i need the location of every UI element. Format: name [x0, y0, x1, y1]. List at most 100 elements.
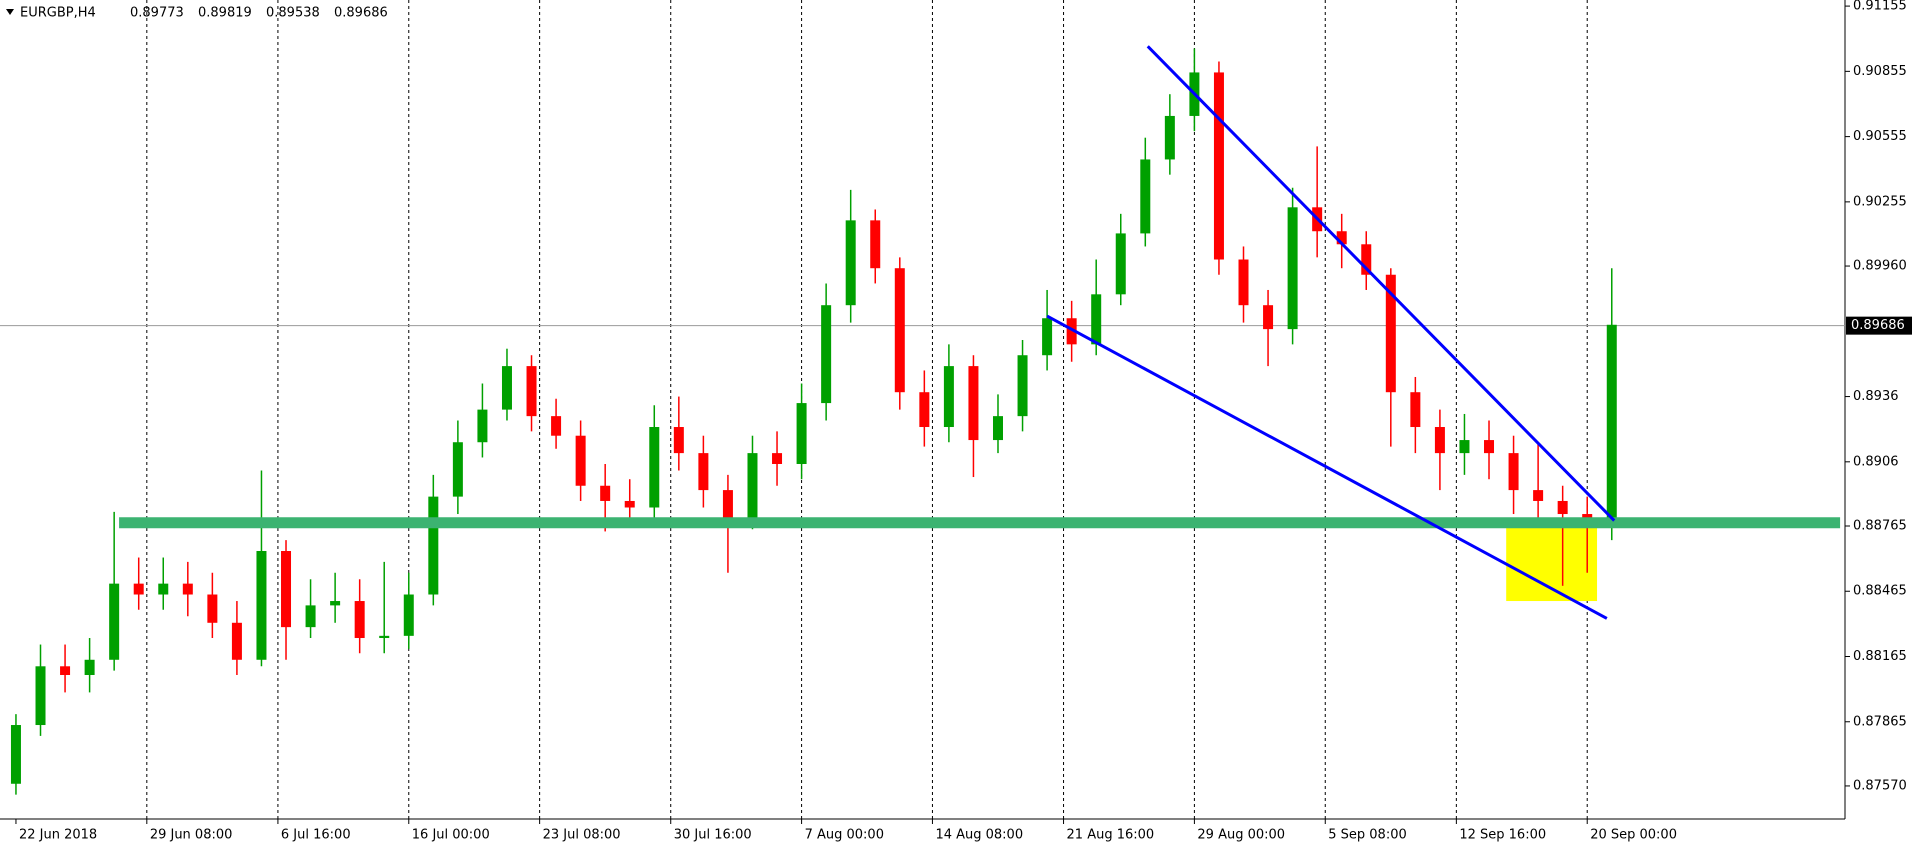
candle-body	[526, 366, 537, 417]
candle-body	[1434, 427, 1445, 454]
x-tick-label: 12 Sep 16:00	[1459, 828, 1546, 843]
candle-body	[1263, 305, 1274, 330]
candle-body	[919, 392, 930, 428]
candle-body	[1164, 115, 1175, 160]
candle-body	[1533, 490, 1544, 501]
candle-body	[1238, 259, 1249, 306]
candle-body	[551, 416, 562, 436]
candle-body	[992, 416, 1003, 441]
quote-value: 0.89819	[198, 6, 252, 21]
candle-body	[1017, 355, 1028, 417]
x-tick-label: 29 Aug 00:00	[1197, 828, 1285, 843]
candle-body	[649, 427, 660, 508]
x-tick-label: 22 Jun 2018	[19, 828, 97, 843]
candle-body	[1336, 231, 1347, 245]
x-tick-label: 6 Jul 16:00	[281, 828, 351, 843]
candle-body	[256, 551, 267, 660]
candle-body	[722, 490, 733, 519]
candle-body	[35, 666, 46, 726]
candle-body	[428, 496, 439, 595]
candle-body	[109, 583, 120, 660]
y-tick-label: 0.88765	[1853, 518, 1907, 533]
candle-body	[1091, 294, 1102, 345]
candle-body	[133, 583, 144, 595]
x-tick-label: 16 Jul 00:00	[412, 828, 490, 843]
candle-body	[772, 453, 783, 464]
candle-body	[1385, 274, 1396, 393]
candle-body	[747, 453, 758, 519]
last-price-box	[1846, 316, 1912, 335]
candle-body	[1066, 318, 1077, 345]
candle-body	[84, 659, 95, 675]
y-tick-label: 0.90855	[1853, 64, 1907, 79]
candle-body	[403, 594, 414, 636]
candle-body	[698, 453, 709, 491]
candle-body	[231, 622, 242, 660]
candle-body	[796, 403, 807, 464]
candle-body	[1606, 324, 1617, 525]
menu-arrow[interactable]	[6, 9, 14, 15]
candle-body	[1410, 392, 1421, 428]
y-tick-label: 0.89960	[1853, 259, 1907, 274]
candle-body	[1459, 440, 1470, 454]
x-tick-label: 21 Aug 16:00	[1067, 828, 1155, 843]
candle-body	[600, 485, 611, 501]
candle-body	[207, 594, 218, 623]
quote-value: 0.89538	[266, 6, 320, 21]
candle-body	[1115, 233, 1126, 295]
candle-body	[1557, 500, 1568, 515]
candle-body	[894, 268, 905, 393]
x-tick-label: 30 Jul 16:00	[674, 828, 752, 843]
candle-body	[501, 366, 512, 410]
y-tick-label: 0.91155	[1853, 0, 1907, 14]
y-tick-label: 0.8906	[1853, 454, 1899, 469]
candle-body	[673, 427, 684, 454]
y-tick-label: 0.87570	[1853, 778, 1907, 793]
candle-body	[477, 409, 488, 443]
candle-body	[845, 220, 856, 306]
trend-line	[1046, 314, 1608, 620]
candle-body	[1140, 159, 1151, 234]
candle-body	[968, 366, 979, 441]
x-tick-label: 14 Aug 08:00	[935, 828, 1023, 843]
x-tick-label: 20 Sep 00:00	[1590, 828, 1677, 843]
candle-body	[943, 366, 954, 428]
x-tick-label: 29 Jun 08:00	[150, 828, 233, 843]
quote-value: 0.89686	[334, 6, 388, 21]
candle-body	[452, 442, 463, 497]
y-tick-label: 0.8936	[1853, 389, 1899, 404]
y-tick-label: 0.90555	[1853, 129, 1907, 144]
candle-body	[305, 605, 316, 628]
y-tick-label: 0.88465	[1853, 584, 1907, 599]
x-tick-label: 7 Aug 00:00	[805, 828, 884, 843]
candle-body	[1484, 440, 1495, 454]
candle-body	[1213, 72, 1224, 260]
candle-body	[624, 500, 635, 508]
candle-body	[330, 601, 341, 606]
candle-body	[870, 220, 881, 269]
candle-body	[575, 435, 586, 486]
candle-body	[281, 551, 292, 628]
quote-value: 0.89773	[130, 6, 184, 21]
y-tick-label: 0.87865	[1853, 714, 1907, 729]
candle-body	[379, 635, 390, 639]
last-price-label: 0.89686	[1851, 318, 1905, 333]
candle-body	[1287, 207, 1298, 330]
candle-body	[10, 725, 21, 784]
trend-line	[1146, 45, 1616, 522]
candle-body	[182, 583, 193, 595]
y-tick-label: 0.88165	[1853, 649, 1907, 664]
x-tick-label: 23 Jul 08:00	[543, 828, 621, 843]
candle-body	[1361, 244, 1372, 275]
candle-body	[1508, 453, 1519, 491]
y-tick-label: 0.90255	[1853, 194, 1907, 209]
candle-body	[354, 601, 365, 639]
symbol: EURGBP,H4	[20, 6, 96, 21]
candle-body	[158, 583, 169, 595]
candle-body	[821, 305, 832, 404]
candle-body	[1042, 318, 1053, 356]
x-tick-label: 5 Sep 08:00	[1328, 828, 1407, 843]
